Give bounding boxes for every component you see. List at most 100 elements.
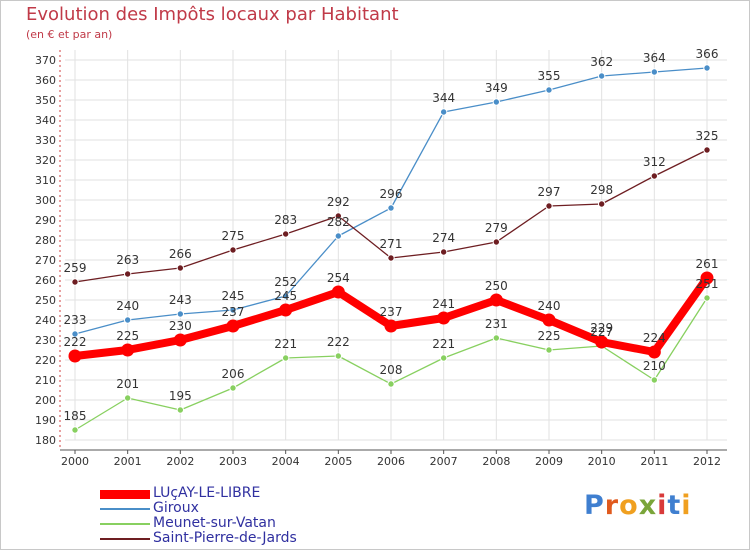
data-label: 208 (380, 363, 403, 377)
data-label: 271 (380, 237, 403, 251)
y-tick-label: 350 (35, 94, 56, 107)
data-label: 261 (696, 257, 719, 271)
x-tick-label: 2001 (114, 455, 142, 468)
data-point (703, 146, 711, 154)
data-label: 210 (643, 359, 666, 373)
data-label: 266 (169, 247, 192, 261)
data-point (650, 376, 659, 384)
logo-letter: o (619, 490, 639, 521)
chart-title: Evolution des Impôts locaux par Habitant (26, 4, 399, 25)
plot-area (65, 50, 727, 440)
data-point (700, 271, 714, 285)
data-point (650, 68, 659, 76)
data-point (542, 313, 556, 327)
data-label: 275 (222, 229, 245, 243)
data-point (68, 349, 82, 363)
data-label: 282 (327, 215, 350, 229)
data-point (545, 86, 553, 94)
legend-swatch (100, 489, 150, 499)
x-tick-label: 2003 (219, 455, 247, 468)
data-point (334, 212, 343, 220)
y-tick-label: 200 (35, 394, 56, 407)
y-tick-label: 260 (35, 274, 56, 287)
data-point (439, 108, 448, 116)
x-tick-label: 2006 (377, 455, 405, 468)
data-point (331, 285, 345, 299)
data-point (281, 230, 290, 238)
data-point (71, 278, 79, 286)
y-tick-label: 270 (35, 254, 56, 267)
legend-label: Meunet-sur-Vatan (153, 515, 276, 531)
data-label: 245 (274, 289, 297, 303)
y-tick-label: 310 (35, 174, 56, 187)
x-tick-label: 2000 (61, 455, 89, 468)
data-label: 296 (380, 187, 403, 201)
data-point (492, 334, 501, 342)
data-point (597, 72, 606, 80)
data-label: 344 (432, 91, 455, 105)
data-point (703, 294, 711, 302)
data-label: 240 (116, 299, 139, 313)
logo-letter: x (638, 490, 658, 521)
x-tick-label: 2012 (693, 455, 721, 468)
data-point (597, 200, 606, 208)
logo-letter: P (584, 490, 605, 521)
x-tick-label: 2011 (640, 455, 668, 468)
data-point (176, 310, 185, 318)
data-label: 243 (169, 293, 192, 307)
data-label: 263 (116, 253, 139, 267)
data-label: 195 (169, 389, 192, 403)
data-point (545, 346, 553, 354)
data-label: 325 (696, 129, 719, 143)
data-point (123, 394, 132, 402)
y-tick-label: 340 (35, 114, 56, 127)
data-label: 224 (643, 331, 666, 345)
y-tick-label: 320 (35, 154, 56, 167)
data-point (384, 319, 398, 333)
data-point (334, 352, 343, 360)
y-tick-label: 220 (35, 354, 56, 367)
data-label: 252 (274, 275, 297, 289)
y-tick-label: 330 (35, 134, 56, 147)
data-point (123, 270, 132, 278)
legend-label: Giroux (153, 500, 199, 516)
data-label: 222 (327, 335, 350, 349)
data-point (437, 311, 451, 325)
data-label: 254 (327, 271, 350, 285)
data-point (650, 172, 659, 180)
data-point (595, 335, 609, 349)
data-label: 297 (538, 185, 561, 199)
data-point (489, 293, 503, 307)
data-point (387, 204, 395, 212)
data-label: 229 (590, 321, 613, 335)
data-label: 274 (432, 231, 455, 245)
data-label: 237 (222, 305, 245, 319)
data-label: 250 (485, 279, 508, 293)
data-point (439, 248, 448, 256)
data-point (334, 232, 343, 240)
data-label: 230 (169, 319, 192, 333)
data-point (123, 316, 132, 324)
y-tick-label: 370 (35, 54, 56, 67)
legend-swatch (100, 523, 150, 525)
data-label: 366 (696, 47, 719, 61)
data-label: 349 (485, 81, 508, 95)
data-label: 364 (643, 51, 666, 65)
data-label: 362 (590, 55, 613, 69)
x-tick-label: 2004 (272, 455, 300, 468)
y-tick-label: 290 (35, 214, 56, 227)
data-point (71, 426, 79, 434)
data-label: 233 (64, 313, 87, 327)
y-tick-label: 250 (35, 294, 56, 307)
y-tick-label: 180 (35, 434, 56, 447)
y-tick-label: 210 (35, 374, 56, 387)
data-point (279, 303, 293, 317)
legend-swatch (100, 538, 150, 540)
data-label: 221 (432, 337, 455, 351)
data-label: 225 (538, 329, 561, 343)
data-label: 227 (590, 325, 613, 339)
data-label: 355 (538, 69, 561, 83)
legend-label: LUçAY-LE-LIBRE (153, 485, 261, 501)
data-point (226, 319, 240, 333)
